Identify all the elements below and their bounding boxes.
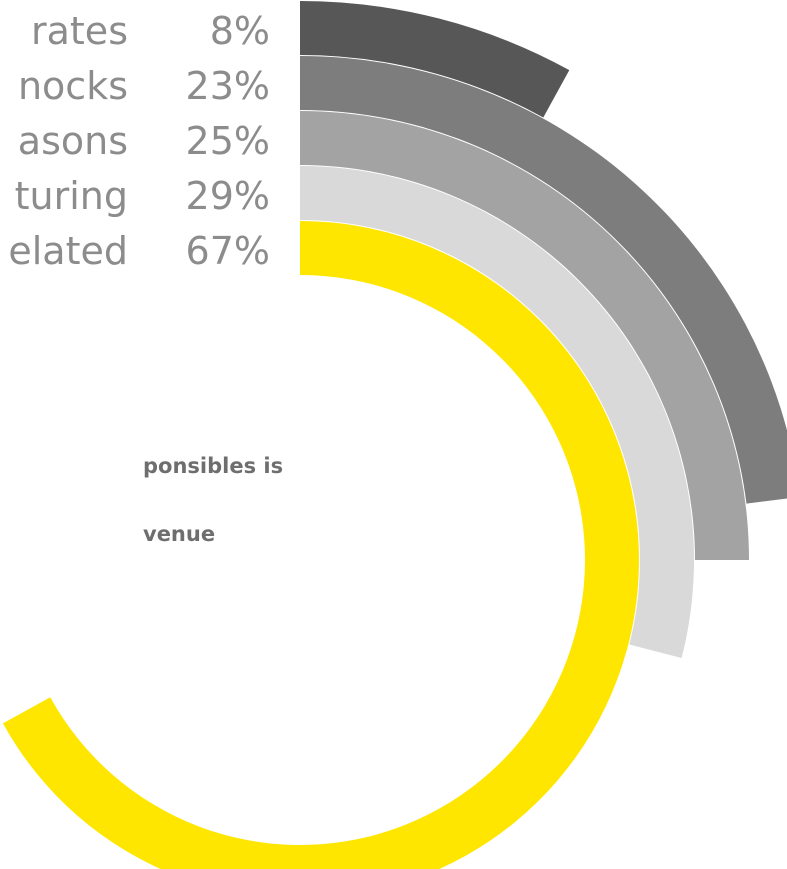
label-group: 8% rates 23% nocks 25% asons 29% turing 67% elate… [8,9,270,273]
value-label-asons: 25% [186,119,270,163]
category-label-asons: asons [18,119,128,163]
annotation-line-2: venue [143,522,215,546]
value-label-turing: 29% [186,174,270,218]
value-label-elated: 67% [186,229,270,273]
category-label-turing: turing [15,174,128,218]
value-label-rates: 8% [210,9,270,53]
category-label-rates: rates [31,9,128,53]
annotation-line-1: ponsibles is [143,454,283,478]
value-label-nocks: 23% [186,64,270,108]
category-label-nocks: nocks [18,64,128,108]
category-label-elated: elated [8,229,128,273]
